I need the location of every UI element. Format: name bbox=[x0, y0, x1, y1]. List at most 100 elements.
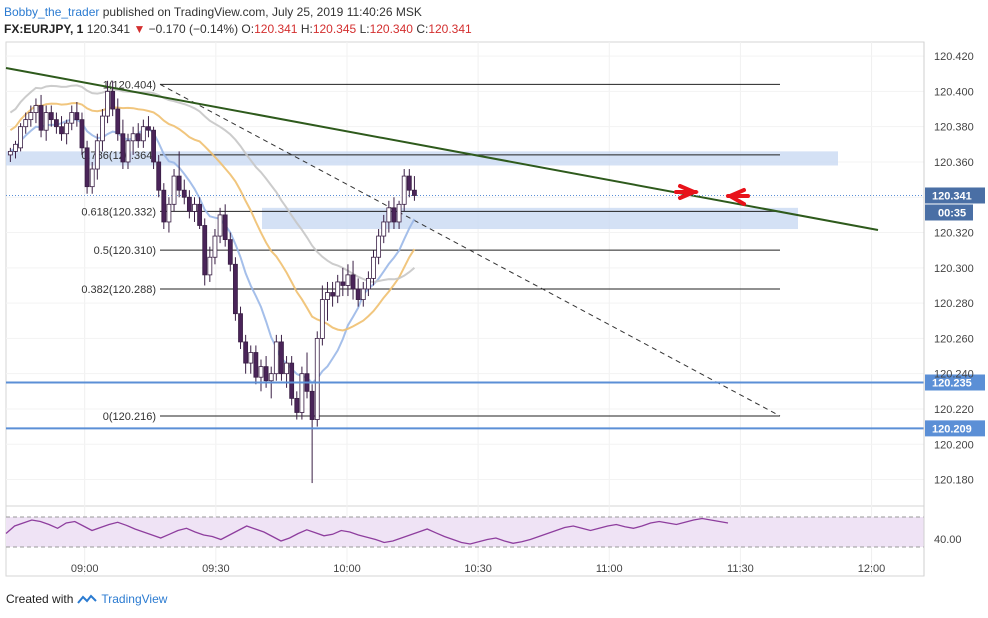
time-tick-label: 11:00 bbox=[596, 563, 623, 575]
candle-body bbox=[294, 397, 300, 413]
candle-body bbox=[284, 362, 289, 375]
candle-body bbox=[13, 143, 18, 152]
candle-body bbox=[273, 341, 279, 375]
candle-body bbox=[325, 292, 330, 300]
candle-body bbox=[345, 274, 351, 286]
chart-header: Bobby_the_trader published on TradingVie… bbox=[4, 4, 472, 38]
candle-body bbox=[125, 140, 131, 163]
candle-body bbox=[110, 90, 116, 110]
candle-body bbox=[406, 175, 412, 191]
candle-body bbox=[401, 175, 407, 205]
candle-body bbox=[263, 366, 269, 382]
price-axis: 120.420120.400120.380120.360120.340120.3… bbox=[923, 42, 985, 576]
candle-body bbox=[74, 112, 80, 121]
candle-body bbox=[386, 207, 392, 223]
candle-body bbox=[355, 288, 361, 300]
rsi-tick-label: 40.00 bbox=[934, 534, 962, 546]
candle-body bbox=[253, 352, 259, 378]
candle-body bbox=[319, 299, 325, 339]
candle-body bbox=[79, 119, 85, 149]
low-label: L: bbox=[359, 22, 370, 36]
time-tick-label: 10:00 bbox=[333, 563, 361, 575]
candle-body bbox=[140, 126, 146, 142]
candle-body bbox=[335, 281, 341, 297]
last-price-tag bbox=[925, 187, 985, 204]
candle-body bbox=[28, 112, 34, 121]
candle-body bbox=[309, 390, 315, 420]
close-value: 120.341 bbox=[428, 22, 472, 36]
ohlc-line: FX:EURJPY, 1 120.341 ▼ −0.170 (−0.14%) O… bbox=[4, 21, 472, 38]
created-with-label: Created with bbox=[6, 592, 74, 606]
candle-body bbox=[222, 214, 228, 240]
price-tick-label: 120.260 bbox=[934, 333, 974, 345]
candle-body bbox=[181, 189, 187, 198]
price-tick-label: 120.380 bbox=[934, 122, 974, 134]
tradingview-logo-icon bbox=[77, 594, 98, 604]
countdown-label: 00:35 bbox=[938, 207, 966, 219]
time-tick-label: 12:00 bbox=[858, 563, 886, 575]
candle-body bbox=[94, 140, 100, 170]
fibonacci-levels: 1(120.404)0.786(120.364)0.618(120.332)0.… bbox=[81, 79, 781, 423]
candle-body bbox=[360, 288, 366, 300]
candle-body bbox=[330, 292, 335, 297]
candles bbox=[7, 80, 417, 484]
last-price-label: 120.341 bbox=[932, 190, 972, 202]
left-arrow-icon bbox=[725, 188, 750, 206]
candle-body bbox=[381, 221, 387, 237]
rsi-line bbox=[5, 517, 729, 545]
support-lines: 120.235 120.209 bbox=[6, 374, 985, 437]
candle-body bbox=[105, 90, 110, 117]
candle-body bbox=[84, 147, 90, 188]
candle-body bbox=[238, 313, 243, 343]
candle-body bbox=[412, 189, 417, 196]
candle-body bbox=[233, 263, 238, 315]
candle-body bbox=[371, 256, 376, 279]
tradingview-link[interactable]: TradingView bbox=[101, 592, 168, 606]
candle-body bbox=[59, 126, 64, 135]
candle-body bbox=[23, 119, 29, 128]
open-value: 120.341 bbox=[254, 22, 298, 36]
price-tick-label: 120.220 bbox=[934, 404, 974, 416]
author-name[interactable]: Bobby_the_trader bbox=[4, 5, 100, 19]
candle-body bbox=[18, 126, 24, 149]
price-tick-label: 120.400 bbox=[934, 86, 974, 98]
price-tick-label: 120.180 bbox=[934, 475, 974, 487]
low-value: 120.340 bbox=[369, 22, 413, 36]
price-tick-label: 120.280 bbox=[934, 298, 974, 310]
fib-level-label: 0(120.216) bbox=[103, 411, 156, 423]
candle-body bbox=[396, 203, 402, 223]
close-label: C: bbox=[416, 22, 429, 36]
price-change: −0.170 (−0.14%) bbox=[148, 22, 239, 36]
candle-body bbox=[146, 126, 151, 131]
candle-body bbox=[268, 373, 274, 382]
candle-body bbox=[207, 256, 213, 276]
fib-diagonal-dashed bbox=[159, 83, 781, 417]
candle-body bbox=[340, 281, 346, 286]
support-price-tag bbox=[925, 374, 985, 391]
time-tick-label: 09:30 bbox=[202, 563, 230, 575]
price-tick-label: 120.240 bbox=[934, 369, 974, 381]
candle-body bbox=[186, 196, 192, 212]
ma-medium-line bbox=[9, 101, 416, 332]
high-value: 120.345 bbox=[312, 22, 357, 36]
symbol-label: FX:EURJPY, 1 bbox=[4, 22, 84, 36]
candle-body bbox=[212, 235, 218, 258]
high-label: H: bbox=[300, 22, 313, 36]
candle-body bbox=[89, 168, 95, 188]
candle-body bbox=[202, 225, 208, 276]
candle-body bbox=[314, 337, 320, 420]
fib-level-label: 0.5(120.310) bbox=[94, 245, 156, 257]
candle-body bbox=[38, 105, 44, 131]
candle-body bbox=[151, 129, 156, 163]
countdown-tag bbox=[925, 204, 973, 221]
ma-fast-line bbox=[9, 118, 416, 385]
support-price-label: 120.209 bbox=[932, 423, 972, 435]
publish-info: published on TradingView.com, July 25, 2… bbox=[102, 5, 422, 19]
time-tick-label: 09:00 bbox=[71, 563, 99, 575]
down-arrow-icon: ▼ bbox=[133, 22, 146, 36]
candle-body bbox=[299, 373, 305, 413]
candle-body bbox=[391, 207, 397, 223]
price-chart[interactable]: 1(120.404)0.786(120.364)0.618(120.332)0.… bbox=[0, 0, 988, 590]
candle-body bbox=[243, 341, 249, 364]
price-tick-label: 120.320 bbox=[934, 228, 974, 240]
